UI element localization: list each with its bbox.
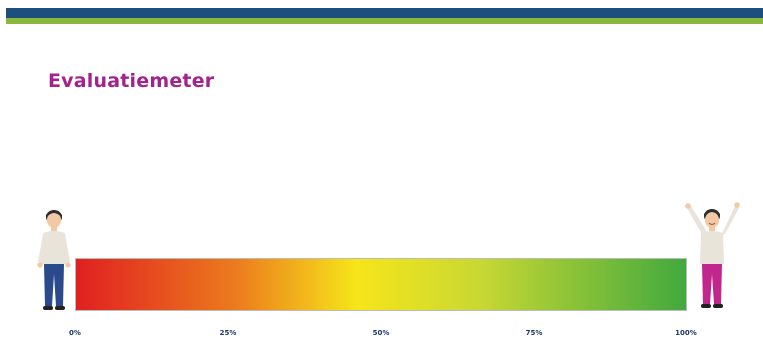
tick-label-0: 0% bbox=[69, 329, 81, 337]
tick-label-50: 50% bbox=[372, 329, 390, 337]
tick-label-75: 75% bbox=[525, 329, 543, 337]
cheering-person-icon bbox=[683, 202, 741, 318]
tick-label-100: 100% bbox=[675, 329, 697, 337]
page-title: Evaluatiemeter bbox=[48, 70, 215, 92]
tick-label-25: 25% bbox=[219, 329, 237, 337]
evaluation-meter-bar bbox=[75, 258, 687, 311]
header-blue-band bbox=[6, 8, 763, 18]
header-green-band bbox=[6, 18, 763, 24]
standing-person-icon bbox=[34, 206, 74, 318]
